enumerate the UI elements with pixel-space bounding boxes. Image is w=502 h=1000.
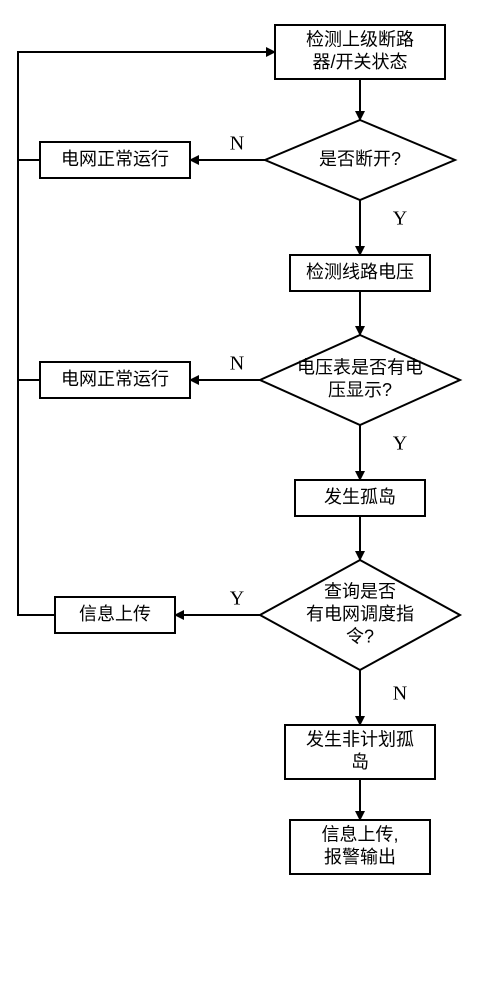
edge-label-d1-n2: N: [230, 133, 244, 155]
edge-n4-n1: [18, 52, 275, 380]
node-d3-line0: 查询是否: [324, 581, 396, 601]
edge-label-d2-n5: Y: [393, 433, 407, 455]
node-n5-line0: 发生孤岛: [324, 487, 396, 507]
node-d1-line0: 是否断开?: [319, 149, 401, 169]
node-d2-line1: 压显示?: [328, 380, 392, 400]
node-n7-line1: 岛: [351, 752, 369, 772]
edge-label-d1-n3: Y: [393, 208, 407, 230]
node-n7-line0: 发生非计划孤: [306, 730, 414, 750]
node-d3-line2: 令?: [346, 626, 374, 646]
edge-label-d2-n4: N: [230, 353, 244, 375]
node-n3-line0: 检测线路电压: [306, 262, 414, 282]
node-n1-line0: 检测上级断路: [306, 30, 414, 50]
edge-label-d3-n7: N: [393, 683, 407, 705]
node-n1-line1: 器/开关状态: [312, 52, 407, 72]
node-n2-line0: 电网正常运行: [61, 149, 169, 169]
node-d3-line1: 有电网调度指: [306, 604, 414, 624]
edge-label-d3-n6: Y: [230, 588, 244, 610]
node-n8-line1: 报警输出: [324, 847, 396, 867]
node-n4-line0: 电网正常运行: [61, 369, 169, 389]
node-d2-line0: 电压表是否有电: [297, 358, 423, 378]
node-n6-line0: 信息上传: [79, 604, 151, 624]
node-n8-line0: 信息上传,: [321, 825, 398, 845]
